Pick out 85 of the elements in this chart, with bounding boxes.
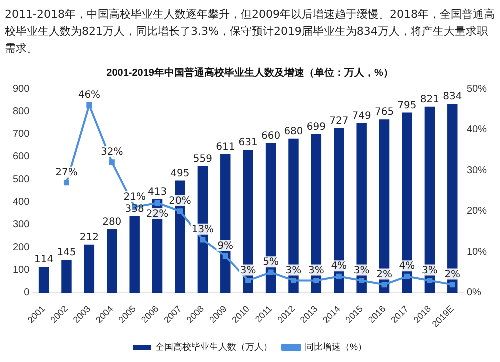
bar [311, 134, 322, 293]
point [382, 282, 388, 288]
data-label: 114 [34, 254, 54, 266]
data-label: 9% [218, 240, 234, 252]
data-label: 20% [169, 196, 192, 207]
y-tick-label: 0 [24, 288, 30, 299]
data-label: 413 [148, 186, 168, 198]
legend-label: 同比增速（%） [305, 342, 368, 352]
y-tick-label: 100 [12, 265, 30, 276]
data-label: 4% [331, 261, 348, 272]
point [404, 274, 410, 280]
data-label: 3% [240, 265, 256, 276]
y2-tick-label: 30% [466, 165, 488, 176]
bar [266, 143, 276, 293]
bar [424, 106, 436, 293]
data-label: 3% [286, 265, 302, 276]
data-label: 145 [57, 248, 76, 259]
point [427, 278, 433, 284]
point [200, 237, 206, 243]
data-label: 2% [444, 269, 461, 280]
data-label: 3% [422, 265, 438, 276]
point [154, 200, 160, 206]
point [314, 278, 320, 284]
bar [84, 244, 95, 293]
bar [448, 104, 458, 293]
data-label: 749 [352, 110, 372, 122]
bar [379, 120, 390, 293]
data-label: 32% [101, 147, 124, 158]
y-tick-label: 500 [12, 174, 30, 186]
y2-tick-label: 10% [466, 246, 488, 258]
data-label: 4% [399, 261, 416, 272]
y2-tick-label: 40% [466, 124, 488, 136]
data-label: 5% [263, 257, 279, 268]
y-tick-label: 200 [12, 242, 30, 254]
data-label: 2% [376, 269, 392, 280]
data-label: 13% [192, 224, 214, 236]
data-label: 22% [146, 208, 169, 220]
point [86, 102, 92, 108]
point [336, 274, 342, 280]
data-label: 3% [354, 265, 370, 276]
y-tick-label: 300 [12, 220, 30, 231]
y2-tick-label: 20% [466, 206, 488, 218]
point [290, 278, 297, 284]
point [450, 282, 456, 288]
data-label: 765 [374, 107, 394, 118]
data-label: 821 [420, 94, 440, 106]
point [246, 278, 252, 284]
point [109, 160, 115, 166]
data-label: 611 [216, 142, 236, 154]
data-label: 212 [80, 232, 99, 244]
data-label: 46% [78, 90, 101, 101]
point [177, 208, 184, 214]
data-label: 699 [306, 122, 326, 134]
y-tick-label: 700 [12, 129, 30, 140]
y2-tick-label: 50% [466, 84, 488, 95]
bar [288, 138, 299, 293]
data-label: 280 [102, 217, 122, 228]
data-label: 795 [398, 100, 417, 112]
data-label: 680 [284, 126, 304, 138]
y-tick-label: 800 [12, 106, 30, 118]
data-label: 834 [443, 92, 462, 103]
y-tick-label: 400 [12, 197, 30, 208]
y-tick-label: 600 [12, 152, 30, 163]
data-label: 660 [261, 130, 281, 142]
bar [130, 216, 140, 293]
y-tick-label: 900 [12, 84, 30, 95]
point [359, 278, 365, 284]
data-label: 495 [170, 168, 190, 180]
bar [107, 230, 118, 293]
data-label: 27% [56, 167, 78, 178]
data-label: 559 [193, 154, 212, 165]
chart-title: 2001-2019年中国普通高校毕业生人数及增速（单位：万人，%） [106, 66, 394, 79]
point [222, 253, 228, 260]
data-label: 727 [330, 116, 349, 127]
data-label: 21% [124, 192, 146, 203]
text: 2011-2018年，中国高校毕业生人数逐年攀升，但2009年以后增速趋于缓慢。2018年，全国普通高校毕业生人数为821万人，同比增长了3.3%，保守预计2019届毕业生为834万人，将产生大量求职需求。 [5, 7, 495, 57]
y2-tick-label: 0% [466, 288, 482, 299]
bar [38, 267, 50, 293]
data-label: 631 [238, 138, 258, 149]
data-label: 338 [125, 204, 144, 215]
data-label: 3% [308, 265, 324, 276]
bar [62, 260, 72, 293]
legend-label: 全国高校毕业生人数（万人） [156, 342, 272, 352]
point [268, 270, 274, 276]
point [64, 180, 70, 186]
